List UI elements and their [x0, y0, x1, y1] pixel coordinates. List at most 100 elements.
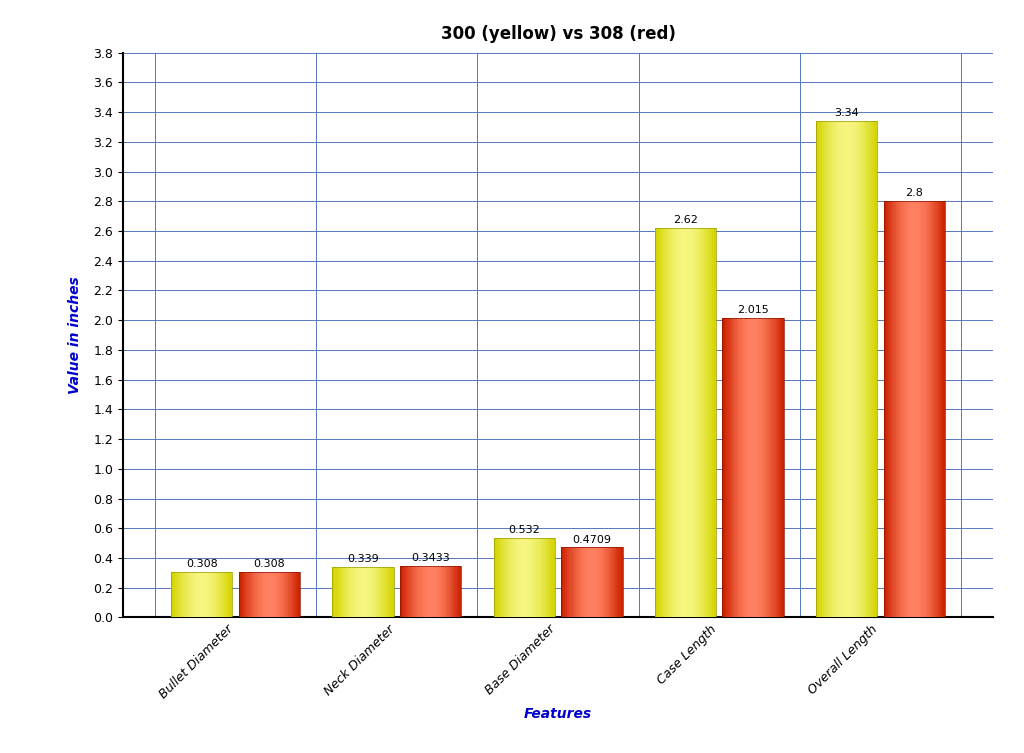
Bar [910, 201, 912, 617]
Bar [845, 121, 847, 617]
Bar [902, 201, 904, 617]
Bar [596, 547, 598, 617]
Bar [504, 538, 506, 617]
Bar [385, 567, 387, 617]
Bar [654, 228, 656, 617]
Bar [563, 547, 565, 617]
Bar [863, 121, 865, 617]
Bar [522, 538, 524, 617]
Bar [541, 538, 543, 617]
Bar [200, 572, 202, 617]
Bar [224, 572, 226, 617]
Bar [929, 201, 931, 617]
Bar [441, 566, 443, 617]
Bar [539, 538, 541, 617]
Bar [261, 572, 263, 617]
Bar [402, 566, 404, 617]
Bar [654, 228, 716, 617]
Bar [498, 538, 500, 617]
Bar [532, 538, 535, 617]
Bar [194, 572, 196, 617]
Bar [886, 201, 888, 617]
Bar [757, 318, 759, 617]
Bar [665, 228, 667, 617]
Bar [298, 572, 300, 617]
Bar [391, 567, 393, 617]
Bar [769, 318, 771, 617]
Bar [226, 572, 228, 617]
Bar [337, 567, 339, 617]
Bar [198, 572, 200, 617]
Bar [900, 201, 902, 617]
Y-axis label: Value in inches: Value in inches [68, 276, 82, 394]
Bar [191, 572, 194, 617]
Bar [452, 566, 454, 617]
Bar [908, 201, 910, 617]
Bar [693, 228, 695, 617]
Text: 0.532: 0.532 [508, 526, 540, 535]
Bar [663, 228, 665, 617]
Bar [249, 572, 251, 617]
Bar [347, 567, 349, 617]
Bar [906, 201, 908, 617]
Bar [361, 567, 364, 617]
Bar [761, 318, 763, 617]
Bar [502, 538, 504, 617]
Bar [275, 572, 278, 617]
Bar [567, 547, 569, 617]
Bar [571, 547, 573, 617]
Bar [723, 318, 725, 617]
Bar [667, 228, 669, 617]
Bar [512, 538, 514, 617]
Bar [816, 121, 878, 617]
Bar [537, 538, 539, 617]
Bar [375, 567, 377, 617]
Bar [569, 547, 571, 617]
Bar [816, 121, 818, 617]
Bar [496, 538, 498, 617]
Text: 0.308: 0.308 [254, 559, 286, 569]
Bar [744, 318, 746, 617]
Bar [220, 572, 222, 617]
Bar [228, 572, 230, 617]
Bar [600, 547, 602, 617]
Bar [345, 567, 347, 617]
Bar [604, 547, 606, 617]
Bar [247, 572, 249, 617]
Bar [500, 538, 502, 617]
Bar [518, 538, 520, 617]
Bar [510, 538, 512, 617]
Bar [729, 318, 731, 617]
Bar [549, 538, 551, 617]
Bar [751, 318, 753, 617]
Bar [366, 567, 368, 617]
Bar [545, 538, 547, 617]
Bar [869, 121, 871, 617]
Bar [431, 566, 433, 617]
Bar [447, 566, 450, 617]
Bar [739, 318, 740, 617]
Bar [614, 547, 616, 617]
Bar [697, 228, 699, 617]
Bar [450, 566, 452, 617]
Bar [520, 538, 522, 617]
Bar [271, 572, 273, 617]
Bar [389, 567, 391, 617]
Bar [826, 121, 828, 617]
Bar [206, 572, 208, 617]
Bar [673, 228, 675, 617]
Bar [737, 318, 739, 617]
Bar [181, 572, 183, 617]
Bar [933, 201, 935, 617]
Bar [731, 318, 733, 617]
Bar [759, 318, 761, 617]
Bar [210, 572, 212, 617]
Bar [214, 572, 216, 617]
Bar [379, 567, 381, 617]
Bar [706, 228, 708, 617]
Bar [610, 547, 612, 617]
Title: 300 (yellow) vs 308 (red): 300 (yellow) vs 308 (red) [440, 25, 676, 43]
Bar [374, 567, 375, 617]
Bar [712, 228, 714, 617]
Bar [251, 572, 253, 617]
